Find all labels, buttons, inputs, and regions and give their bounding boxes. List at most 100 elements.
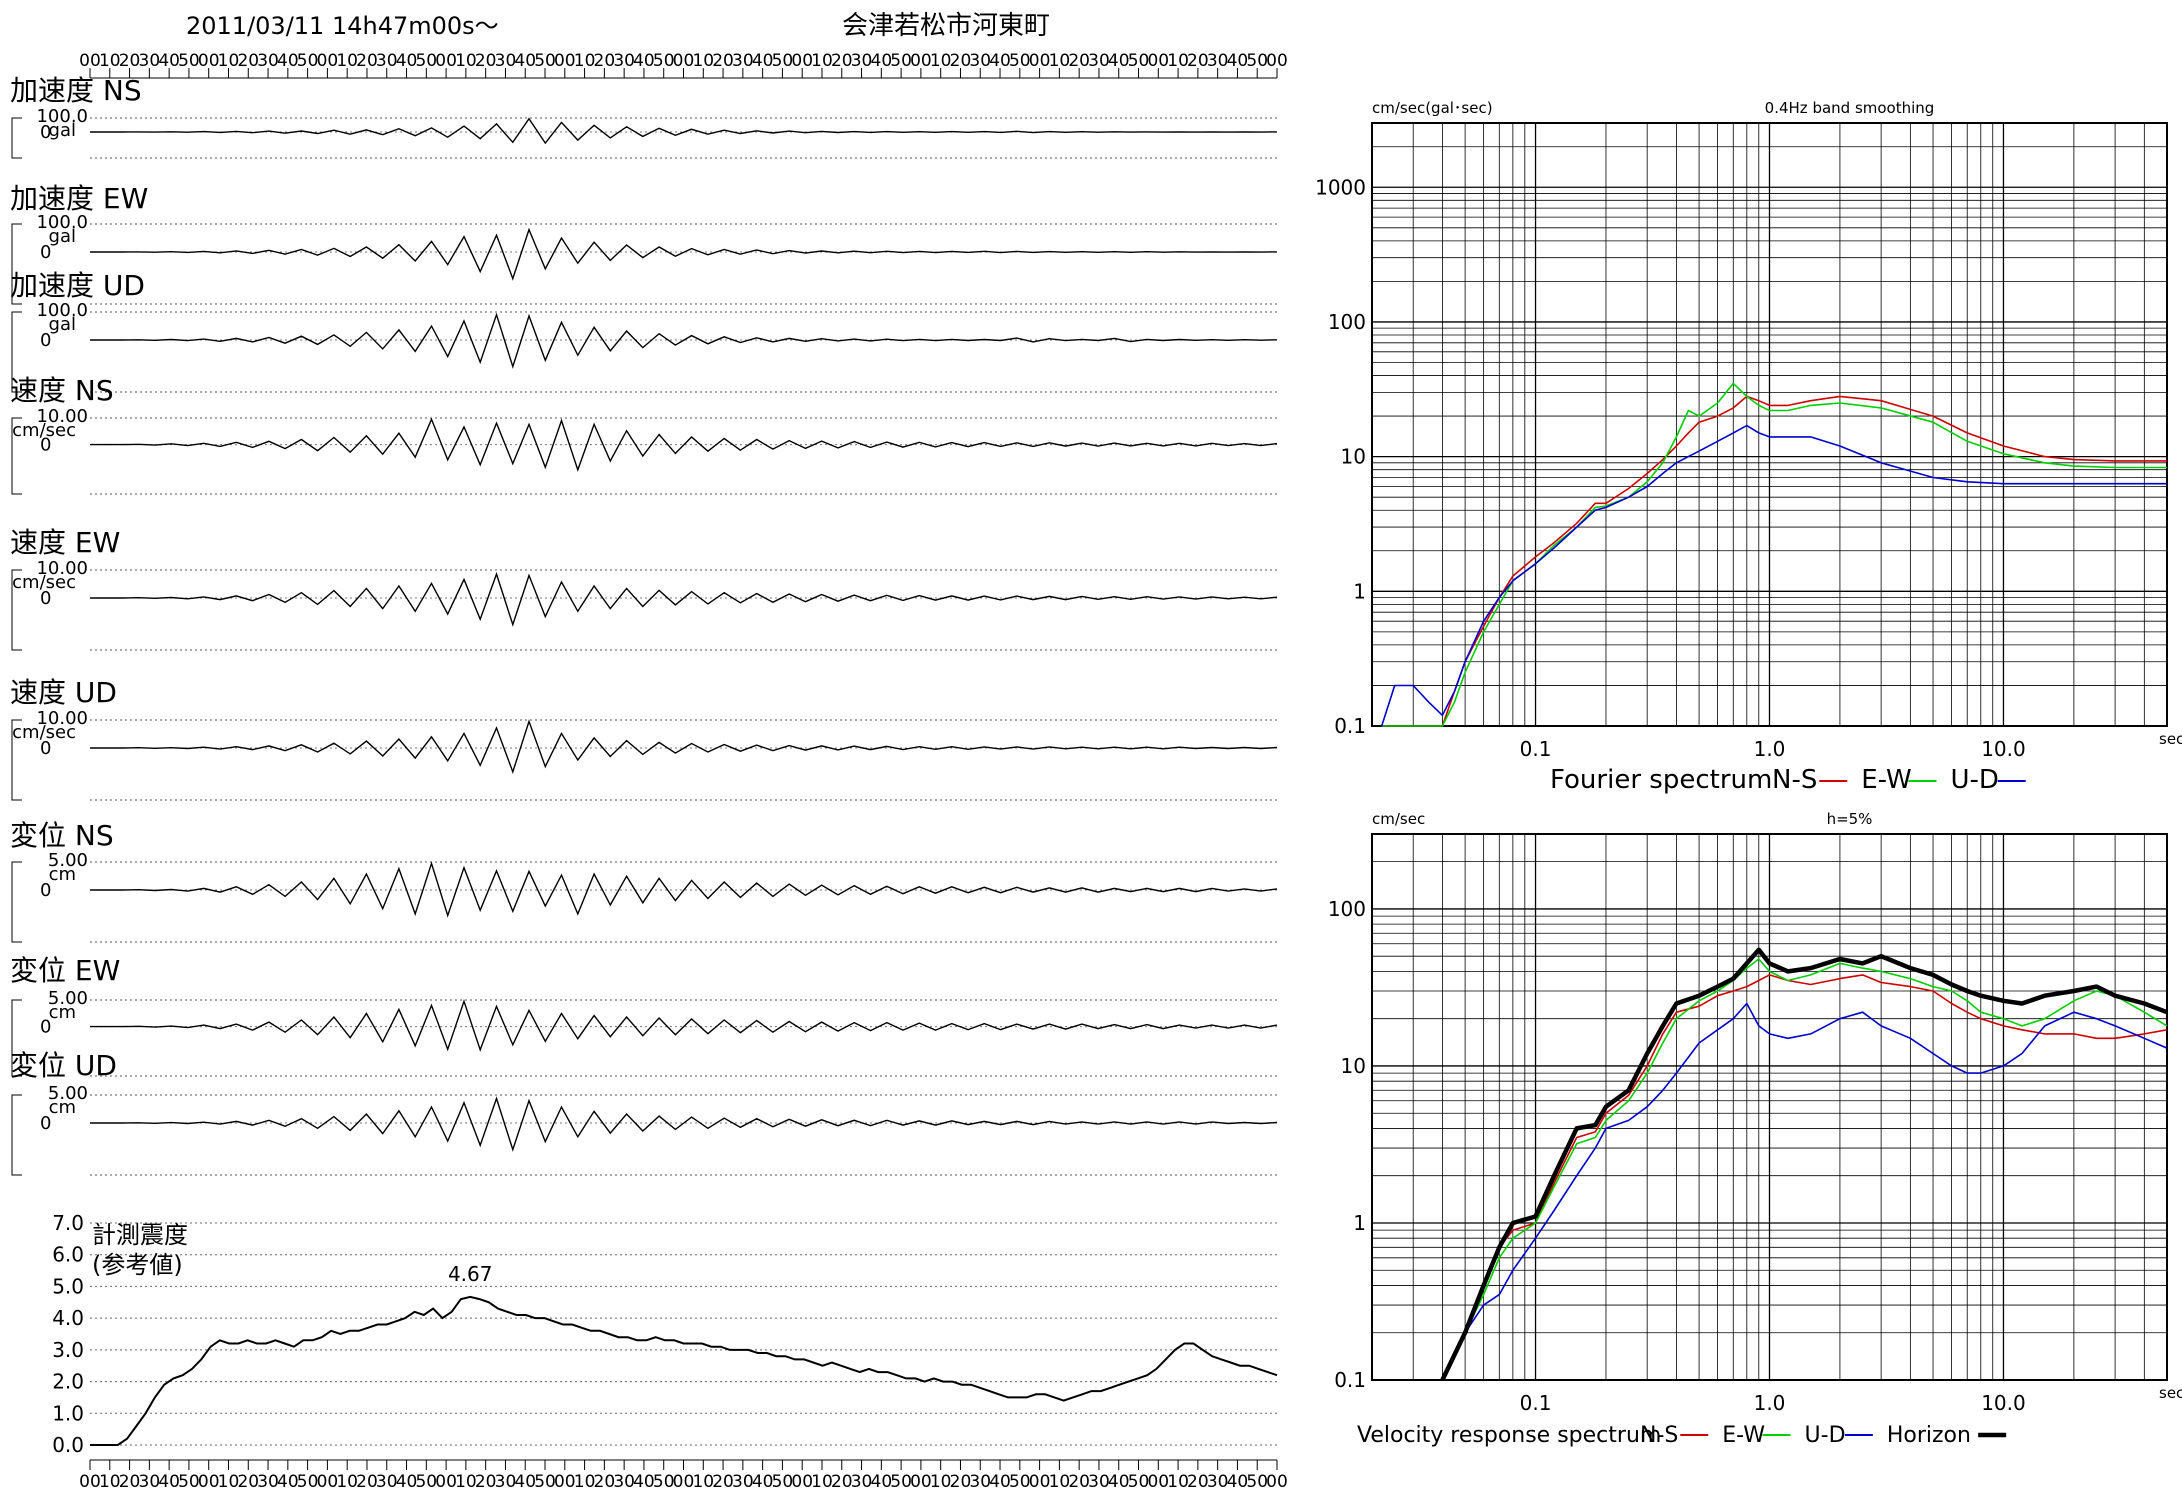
zero-label: 0 <box>40 1017 51 1038</box>
time-tick-label: 10 <box>99 51 121 71</box>
time-tick-label: 40 <box>989 51 1011 71</box>
time-tick-label: 00 <box>79 1472 101 1492</box>
time-tick-label: 20 <box>119 51 141 71</box>
time-tick-label: 20 <box>594 51 616 71</box>
zero-label: 0 <box>40 242 51 263</box>
time-tick-label: 20 <box>237 51 259 71</box>
trace-title: 速度 NS <box>10 374 114 407</box>
scale-label: 5.00 <box>48 988 88 1009</box>
scale-label: 10.00 <box>36 558 88 579</box>
time-tick-label: 40 <box>396 51 418 71</box>
time-tick-label: 10 <box>811 1472 833 1492</box>
trace-title: 変位 EW <box>10 954 120 987</box>
intensity-tick-label: 2.0 <box>52 1370 84 1394</box>
time-tick-label: 30 <box>495 51 517 71</box>
time-tick-label: 40 <box>1108 1472 1130 1492</box>
time-tick-label: 40 <box>1108 51 1130 71</box>
time-tick-label: 10 <box>930 1472 952 1492</box>
time-tick-label: 10 <box>336 1472 358 1492</box>
waveform-line <box>90 417 1278 473</box>
trace-title: 変位 NS <box>10 819 114 852</box>
time-tick-label: 50 <box>772 1472 794 1492</box>
time-tick-label: 10 <box>455 51 477 71</box>
time-tick-label: 00 <box>554 1472 576 1492</box>
time-tick-label: 30 <box>613 1472 635 1492</box>
time-tick-label: 10 <box>692 51 714 71</box>
time-tick-label: 30 <box>732 1472 754 1492</box>
time-tick-label: 20 <box>237 1472 259 1492</box>
time-tick-label: 50 <box>653 1472 675 1492</box>
time-tick-label: 10 <box>455 1472 477 1492</box>
time-tick-label: 20 <box>712 51 734 71</box>
time-tick-label: 50 <box>297 51 319 71</box>
time-tick-label: 40 <box>158 51 180 71</box>
time-tick-label: 20 <box>1068 1472 1090 1492</box>
time-tick-label: 10 <box>99 1472 121 1492</box>
spectrum-series-line <box>1441 974 2168 1381</box>
time-tick-label: 50 <box>534 51 556 71</box>
time-tick-label: 40 <box>277 1472 299 1492</box>
time-tick-label: 50 <box>178 51 200 71</box>
trace-title: 加速度 EW <box>10 182 148 215</box>
time-tick-label: 50 <box>297 1472 319 1492</box>
intensity-subtitle: (参考値) <box>92 1251 183 1279</box>
legend-label: E-W <box>1722 1423 1765 1448</box>
y-tick-label: 100 <box>1328 897 1366 921</box>
time-tick-label: 00 <box>198 1472 220 1492</box>
time-tick-label: 40 <box>752 1472 774 1492</box>
intensity-tick-label: 4.0 <box>52 1306 84 1330</box>
waveform-line <box>90 227 1278 281</box>
time-tick-label: 10 <box>574 51 596 71</box>
time-tick-label: 50 <box>772 51 794 71</box>
intensity-line <box>90 1295 1278 1446</box>
intensity-tick-label: 7.0 <box>52 1211 84 1235</box>
x-tick-label: 10.0 <box>1981 737 2026 761</box>
trace-bracket <box>11 861 22 943</box>
trace-title: 速度 UD <box>10 676 117 709</box>
waveform-line <box>90 861 1278 918</box>
time-tick-label: 00 <box>791 51 813 71</box>
record-datetime: 2011/03/11 14h47m00s〜 <box>186 12 499 40</box>
time-axis-bottom: 0010203040500010203040500010203040500010… <box>79 1459 1288 1492</box>
time-tick-label: 00 <box>791 1472 813 1492</box>
y-tick-label: 10 <box>1341 1054 1366 1078</box>
trace-title: 速度 EW <box>10 526 120 559</box>
time-tick-label: 30 <box>1088 51 1110 71</box>
legend-label: U-D <box>1950 765 1998 795</box>
trace-bracket <box>11 117 22 159</box>
time-tick-label: 50 <box>415 51 437 71</box>
time-tick-label: 00 <box>1147 51 1169 71</box>
time-tick-label: 40 <box>633 51 655 71</box>
x-unit-label: sec <box>2159 1384 2182 1402</box>
time-tick-label: 30 <box>495 1472 517 1492</box>
time-tick-label: 50 <box>890 1472 912 1492</box>
time-tick-label: 20 <box>356 1472 378 1492</box>
time-tick-label: 30 <box>732 51 754 71</box>
trace-bracket <box>11 1094 22 1176</box>
chart-title-label: Velocity response spectrum <box>1357 1423 1661 1448</box>
unit-label: cm <box>49 864 76 885</box>
time-tick-label: 10 <box>1049 1472 1071 1492</box>
trace-bracket <box>11 223 22 305</box>
time-tick-label: 00 <box>1266 51 1288 71</box>
time-tick-label: 40 <box>1227 1472 1249 1492</box>
time-tick-label: 20 <box>475 51 497 71</box>
time-tick-label: 20 <box>475 1472 497 1492</box>
time-tick-label: 50 <box>653 51 675 71</box>
time-tick-label: 40 <box>396 1472 418 1492</box>
time-tick-label: 00 <box>1029 51 1051 71</box>
intensity-tick-label: 1.0 <box>52 1401 84 1425</box>
time-tick-label: 40 <box>514 51 536 71</box>
time-tick-label: 20 <box>950 51 972 71</box>
time-tick-label: 50 <box>1128 1472 1150 1492</box>
zero-label: 0 <box>40 122 51 143</box>
legend-label: U-D <box>1805 1423 1846 1448</box>
time-tick-label: 50 <box>890 51 912 71</box>
time-tick-label: 00 <box>1147 1472 1169 1492</box>
time-tick-label: 00 <box>317 1472 339 1492</box>
